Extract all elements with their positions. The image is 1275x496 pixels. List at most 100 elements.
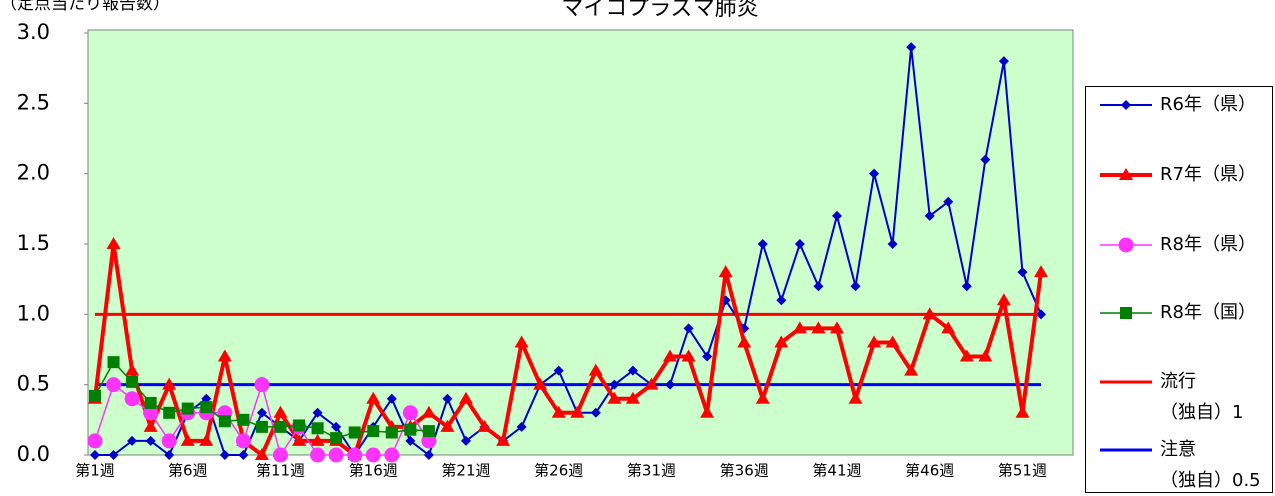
marker xyxy=(348,426,361,439)
marker xyxy=(1036,309,1046,320)
marker xyxy=(89,389,101,402)
marker xyxy=(421,405,436,418)
series-line xyxy=(93,242,1043,457)
marker xyxy=(107,356,120,369)
marker xyxy=(238,450,249,460)
marker xyxy=(663,349,678,362)
x-tick-label: 第46週 xyxy=(905,462,954,480)
marker xyxy=(255,420,268,433)
plot-area xyxy=(87,29,1074,456)
marker xyxy=(1118,237,1134,253)
marker xyxy=(644,377,659,390)
marker xyxy=(310,447,326,463)
marker xyxy=(423,450,434,460)
marker xyxy=(627,365,638,376)
marker xyxy=(125,363,140,376)
marker xyxy=(924,210,935,221)
marker xyxy=(1121,100,1131,110)
marker xyxy=(127,435,138,446)
marker xyxy=(885,335,900,348)
marker xyxy=(254,448,269,460)
marker xyxy=(386,393,397,404)
marker xyxy=(831,210,842,221)
y-tick-label: 0.0 xyxy=(17,442,50,466)
marker xyxy=(162,377,177,390)
marker xyxy=(514,335,529,348)
y-tick-label: 2.5 xyxy=(17,90,50,114)
marker xyxy=(442,393,453,404)
marker xyxy=(774,335,789,348)
marker xyxy=(237,413,250,426)
marker xyxy=(143,405,159,421)
marker xyxy=(998,56,1009,67)
marker xyxy=(106,237,121,249)
legend-label: R6年（県） xyxy=(1160,94,1256,115)
x-tick-label: 第11週 xyxy=(256,462,305,480)
x-tick-label: 第26週 xyxy=(534,462,583,480)
marker xyxy=(794,239,805,249)
marker xyxy=(959,349,974,362)
marker xyxy=(330,432,343,445)
marker xyxy=(161,433,177,449)
chart-title: マイコプラズマ肺炎 xyxy=(561,0,759,21)
marker xyxy=(996,293,1011,306)
marker xyxy=(145,435,156,446)
marker xyxy=(366,391,381,404)
marker xyxy=(440,419,455,432)
marker xyxy=(904,363,919,376)
marker xyxy=(254,377,270,393)
marker xyxy=(941,321,956,334)
x-tick-label: 第16週 xyxy=(349,462,398,480)
y-tick-label: 1.5 xyxy=(17,231,50,255)
y-tick-label: 0.5 xyxy=(17,372,50,396)
marker xyxy=(869,168,880,179)
chart-subtitle: （定点当たり報告数） xyxy=(0,0,170,14)
marker xyxy=(811,321,826,334)
marker xyxy=(477,419,492,432)
x-tick-label: 第6週 xyxy=(168,462,208,480)
marker xyxy=(404,423,417,436)
legend xyxy=(1085,86,1273,493)
marker xyxy=(1017,267,1028,278)
marker xyxy=(978,349,993,362)
marker xyxy=(570,405,585,418)
marker xyxy=(496,433,511,446)
marker xyxy=(850,281,861,292)
marker xyxy=(961,281,972,292)
marker xyxy=(311,422,324,435)
marker xyxy=(590,407,601,418)
marker xyxy=(87,433,103,449)
marker xyxy=(551,405,566,418)
marker xyxy=(200,401,213,414)
marker xyxy=(163,406,176,419)
marker xyxy=(199,433,214,446)
marker xyxy=(943,196,954,207)
marker xyxy=(235,433,251,449)
x-tick-label: 第1週 xyxy=(75,462,115,480)
x-tick-label: 第36週 xyxy=(720,462,769,480)
marker xyxy=(607,391,622,404)
marker xyxy=(385,426,398,439)
marker xyxy=(402,405,418,421)
marker xyxy=(458,391,473,404)
marker xyxy=(1015,405,1030,418)
marker xyxy=(347,447,363,463)
marker xyxy=(217,349,232,362)
marker xyxy=(700,405,715,418)
marker xyxy=(106,377,122,393)
marker xyxy=(180,433,195,446)
marker xyxy=(609,379,620,390)
marker xyxy=(1119,168,1133,180)
marker xyxy=(272,447,288,463)
y-tick-label: 3.0 xyxy=(17,20,50,44)
marker xyxy=(906,42,917,53)
marker xyxy=(405,435,416,446)
legend-label: 流行 （独自）1 xyxy=(1160,371,1244,423)
marker xyxy=(681,349,696,362)
marker xyxy=(460,435,471,446)
marker xyxy=(625,391,640,404)
marker xyxy=(312,407,323,418)
legend-label: R8年（県） xyxy=(1160,234,1256,255)
